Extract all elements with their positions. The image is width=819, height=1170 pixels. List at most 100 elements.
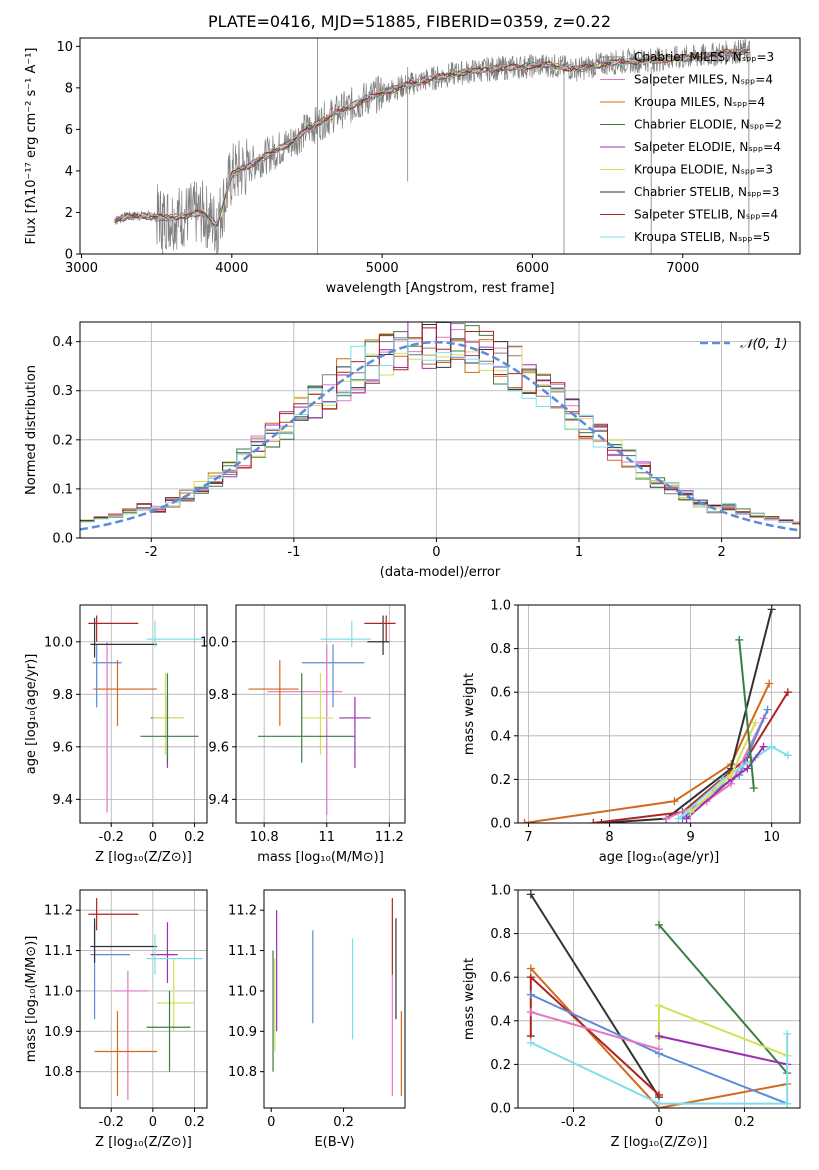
- axes-frame: [79, 321, 801, 539]
- plus-marker: [783, 1029, 792, 1038]
- plus-marker: [749, 784, 758, 793]
- y-axis-label: mass [log₁₀(M/M⊙)]: [24, 936, 39, 1063]
- mass-weight-line: [658, 1035, 788, 1066]
- plus-marker: [682, 814, 691, 823]
- plot-area: [80, 322, 800, 532]
- plus-marker: [526, 1038, 535, 1047]
- data-point: [94, 660, 158, 726]
- data-point: [146, 934, 203, 975]
- y-tick-label: 9.6: [52, 740, 73, 755]
- x-tick-label: 0: [149, 830, 157, 845]
- legend-label: 𝒩(0, 1): [740, 337, 787, 352]
- x-tick-label: 0.2: [184, 830, 205, 845]
- axes-frame: [79, 889, 208, 1109]
- plus-marker: [783, 1099, 792, 1108]
- plus-marker: [526, 964, 535, 973]
- data-point: [257, 673, 355, 763]
- plus-marker: [783, 688, 792, 697]
- legend-label: Kroupa ELODIE, Nₛₚₚ=3: [634, 163, 773, 177]
- mass-weight-line: [738, 639, 755, 789]
- legend-label: Chabrier MILES, Nₛₚₚ=3: [634, 50, 774, 64]
- axes-frame: [235, 604, 406, 824]
- mass-weight-line: [529, 893, 660, 1098]
- plus-marker: [589, 819, 598, 823]
- y-tick-label: 10.0: [200, 635, 229, 650]
- plus-marker: [765, 679, 774, 688]
- x-tick-label: -0.2: [99, 830, 124, 845]
- x-axis-label: (data-model)/error: [380, 565, 501, 580]
- panel-mass-vs-EBV: 0 0.2 10.8 10.9 11.0 11.1 11.2 E(B-V): [228, 889, 406, 1150]
- x-tick-label: -0.2: [561, 1115, 586, 1130]
- y-tick-label: 9.6: [208, 740, 229, 755]
- plus-marker: [751, 718, 760, 727]
- y-tick-label: 0.6: [490, 686, 511, 701]
- x-tick-label: -2: [145, 545, 158, 560]
- y-tick-label: 9.8: [52, 688, 73, 703]
- x-tick-label: 0: [432, 545, 440, 560]
- figure-title: PLATE=0416, MJD=51885, FIBERID=0359, z=0…: [207, 12, 612, 31]
- legend-label: Salpeter STELIB, Nₛₚₚ=4: [634, 208, 778, 222]
- data-point: [320, 620, 371, 648]
- y-tick-label: 2: [65, 206, 73, 221]
- legend-label: Chabrier ELODIE, Nₛₚₚ=2: [634, 118, 782, 132]
- plus-marker: [767, 605, 776, 614]
- x-tick-label: 7000: [666, 261, 699, 276]
- x-tick-label: 0: [149, 1115, 157, 1130]
- plus-marker: [526, 1008, 535, 1017]
- plus-marker: [763, 705, 772, 714]
- y-tick-label: 9.8: [208, 688, 229, 703]
- y-tick-label: 0.2: [52, 433, 73, 448]
- plus-marker: [655, 1090, 663, 1099]
- plot-area: [88, 898, 203, 1100]
- data-point: [94, 1011, 158, 1096]
- x-axis-label: Z [log₁₀(Z/Z⊙)]: [95, 1135, 192, 1150]
- x-tick-label: -1: [287, 545, 300, 560]
- plus-marker: [526, 990, 535, 999]
- plus-marker: [655, 920, 663, 929]
- residual-histogram: [80, 346, 800, 523]
- data-point: [88, 898, 139, 931]
- data-point: [90, 922, 130, 1020]
- data-point: [364, 615, 396, 642]
- y-tick-label: 0: [65, 248, 73, 263]
- y-tick-label: 8: [65, 81, 73, 96]
- y-tick-label: 0.2: [490, 773, 511, 788]
- y-tick-label: 1.0: [490, 884, 511, 899]
- plus-marker: [655, 1032, 663, 1041]
- x-axis-label: E(B-V): [314, 1135, 354, 1150]
- x-tick-label: 2: [717, 545, 725, 560]
- y-tick-label: 0.4: [490, 729, 511, 744]
- y-tick-label: 0.4: [52, 335, 73, 350]
- y-tick-label: 10.9: [228, 1025, 257, 1040]
- axes-frame: [517, 604, 801, 824]
- data-point: [267, 644, 343, 816]
- y-tick-label: 9.4: [208, 793, 229, 808]
- data-point: [248, 660, 299, 726]
- plot-area: [272, 898, 402, 1096]
- y-tick-label: 11.2: [44, 904, 73, 919]
- y-tick-label: 4: [65, 164, 73, 179]
- residual-histogram: [80, 322, 800, 524]
- x-tick-label: 10: [763, 830, 780, 845]
- axes-frame: [263, 889, 406, 1109]
- plus-marker: [662, 814, 671, 823]
- data-point: [90, 618, 158, 658]
- y-axis-label: mass weight: [462, 958, 477, 1040]
- y-axis-label: Normed distribution: [24, 365, 39, 495]
- observed-spectrum-line: [114, 39, 751, 253]
- mass-weight-line: [658, 1004, 788, 1057]
- y-tick-label: 0.8: [490, 927, 511, 942]
- plus-marker: [655, 1099, 663, 1108]
- data-point: [146, 990, 191, 1072]
- mass-weight-line: [524, 683, 771, 823]
- data-point: [152, 673, 185, 755]
- y-tick-label: 10.8: [44, 1065, 73, 1080]
- x-tick-label: -0.2: [99, 1115, 124, 1130]
- x-tick-label: 1: [575, 545, 583, 560]
- plus-marker: [670, 797, 679, 806]
- panel-age-vs-Z: -0.2 0 0.2 9.4 9.6 9.8 10.0 Z [log₁₀(Z/Z⊙)] age …: [24, 604, 208, 865]
- plus-marker: [686, 808, 695, 817]
- data-point: [113, 970, 149, 1100]
- plus-marker: [655, 1001, 663, 1010]
